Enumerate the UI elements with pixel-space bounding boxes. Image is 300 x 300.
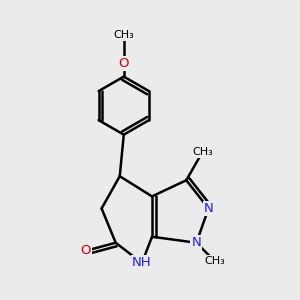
Text: N: N — [191, 236, 201, 249]
Text: CH₃: CH₃ — [204, 256, 225, 266]
Text: O: O — [118, 57, 129, 70]
Text: N: N — [204, 202, 213, 215]
Text: O: O — [80, 244, 91, 257]
Text: CH₃: CH₃ — [113, 30, 134, 40]
Text: NH: NH — [132, 256, 152, 269]
Text: CH₃: CH₃ — [192, 147, 213, 157]
